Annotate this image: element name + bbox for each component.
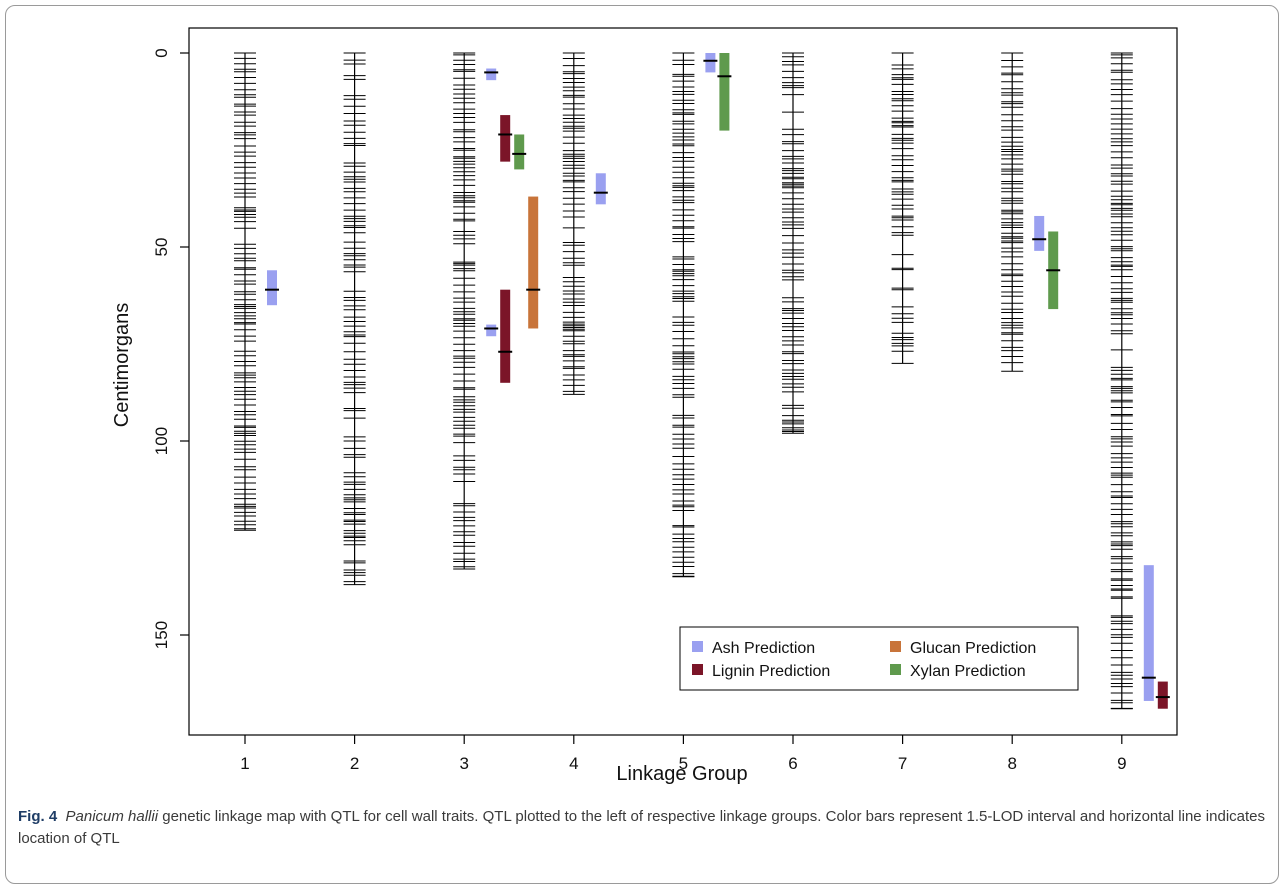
qtl-interval-ash — [1034, 215, 1045, 251]
qtl-interval-xylan — [719, 53, 730, 131]
legend-box — [679, 626, 1079, 691]
legend-swatch-ash — [692, 641, 703, 652]
x-tick-label: 5 — [679, 754, 688, 773]
qtl-interval-ash — [1143, 565, 1154, 701]
linkage-group-5 — [672, 52, 695, 578]
legend-swatch-lignin — [692, 664, 703, 675]
plot-area: 1 2 3 4 5 6 7 8 9 0 50 100 150 Ash Prediction Glucan P… — [152, 27, 1178, 773]
x-tick-label: 2 — [350, 754, 359, 773]
linkage-group-6 — [782, 52, 804, 434]
qtl-interval-ash — [486, 68, 497, 81]
figure-label: Fig. 4 — [18, 808, 58, 825]
legend-label: Xylan Prediction — [910, 663, 1026, 680]
qtl-interval-lignin — [500, 289, 511, 383]
linkage-group-3 — [453, 52, 476, 570]
legend-swatch-glucan — [890, 641, 901, 652]
x-tick-label: 7 — [898, 754, 907, 773]
qtl-interval-ash — [595, 173, 606, 205]
legend-label: Glucan Prediction — [910, 640, 1036, 657]
y-tick-label: 50 — [152, 238, 171, 257]
qtl-interval-lignin — [1157, 681, 1168, 709]
species-name: Panicum hallii — [65, 808, 159, 825]
linkage-group-7 — [891, 52, 914, 364]
qtl-interval-glucan — [528, 196, 539, 329]
x-tick-label: 3 — [459, 754, 468, 773]
qtl-interval-ash — [267, 270, 277, 306]
linkage-group-8 — [1001, 52, 1024, 372]
legend-label: Lignin Prediction — [712, 663, 830, 680]
figure-caption: Fig. 4 Panicum hallii genetic linkage ma… — [18, 806, 1268, 850]
y-tick-label: 100 — [152, 427, 171, 455]
x-tick-label: 8 — [1007, 754, 1016, 773]
linkage-group-2 — [343, 52, 366, 586]
y-axis-title: Centimorgans — [111, 303, 133, 428]
x-tick-label: 6 — [788, 754, 797, 773]
linkage-group-9 — [1110, 52, 1133, 710]
y-tick-label: 150 — [152, 621, 171, 649]
linkage-map-chart: 1 2 3 4 5 6 7 8 9 0 50 100 150 Ash Prediction Glucan P… — [111, 27, 1178, 785]
qtl-interval-ash — [486, 324, 497, 337]
linkage-group-1 — [234, 52, 256, 531]
x-tick-label: 1 — [240, 754, 249, 773]
legend-label: Ash Prediction — [712, 640, 815, 657]
linkage-group-4 — [562, 52, 585, 395]
qtl-interval-xylan — [514, 134, 525, 170]
x-tick-label: 9 — [1117, 754, 1126, 773]
caption-text: genetic linkage map with QTL for cell wa… — [18, 808, 1266, 847]
y-tick-label: 0 — [152, 48, 171, 57]
x-axis-title: Linkage Group — [616, 763, 747, 785]
qtl-interval-ash — [705, 53, 716, 73]
x-tick-label: 4 — [569, 754, 578, 773]
qtl-interval-lignin — [500, 115, 511, 162]
legend-swatch-xylan — [890, 664, 901, 675]
figure-frame — [5, 5, 1279, 884]
